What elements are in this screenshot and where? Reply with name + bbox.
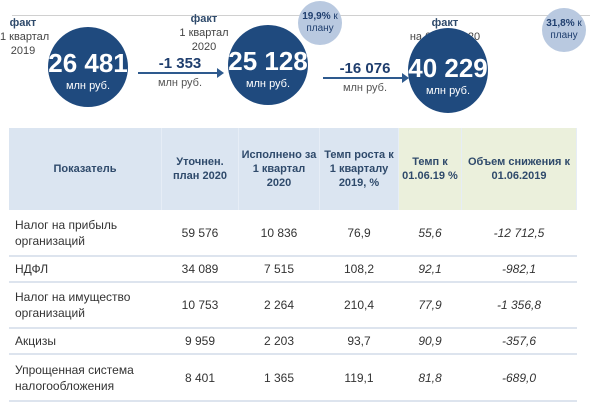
plan-badge-2: 31,8% к плану — [542, 8, 586, 52]
fact-2019-unit: млн руб. — [65, 80, 111, 92]
cell-value: 210,4 — [319, 282, 399, 329]
fact-2020jun-unit: млн руб. — [425, 85, 471, 97]
cell-value: 119,1 — [319, 354, 399, 402]
cell-value: 10 836 — [238, 210, 320, 257]
cell-value: 2 203 — [238, 328, 320, 355]
cell-value: 81,8 — [398, 354, 462, 402]
fact-2019-value: 26 481 — [48, 48, 128, 78]
cell-value: 108,2 — [319, 256, 399, 283]
cell-value: 93,7 — [319, 328, 399, 355]
cell-value: 2 264 — [238, 282, 320, 329]
col-header: Темп к 01.06.19 % — [398, 128, 462, 210]
col-header: Темп роста к 1 кварталу 2019, % — [319, 128, 399, 210]
fact-2020q1-value: 25 128 — [228, 46, 308, 76]
col-header: Показатель — [9, 128, 162, 210]
cell-value: -982,1 — [461, 256, 577, 283]
cell-value: -357,6 — [461, 328, 577, 355]
cell-value: 9 959 — [161, 328, 239, 355]
col-header: Исполнено за 1 квартал 2020 — [238, 128, 320, 210]
col-header: Уточнен. план 2020 — [161, 128, 239, 210]
col-header: Объем снижения к 01.06.2019 — [461, 128, 577, 210]
cell-value: 92,1 — [398, 256, 462, 283]
table-row: Акцизы 9 959 2 203 93,7 90,9 -357,6 — [9, 328, 577, 355]
cell-value: 55,6 — [398, 210, 462, 257]
fact-2020q1-label: факт 1 квартал 2020 — [179, 13, 229, 53]
table-row: Налог на прибыль организаций 59 576 10 836… — [9, 210, 577, 257]
fact-2020jun-circle: 40 229 млн руб. — [408, 28, 488, 113]
delta-1-unit: млн руб. — [157, 77, 203, 89]
cell-value: 1 365 — [238, 354, 320, 402]
row-label: Налог на прибыль организаций — [9, 210, 162, 257]
row-label: Акцизы — [9, 328, 162, 355]
row-label: НДФЛ — [9, 256, 162, 283]
tax-table: Показатель Уточнен. план 2020 Исполнено … — [9, 128, 577, 402]
table-row: Налог на имущество организаций 10 753 2 26… — [9, 282, 577, 329]
delta-1-value: -1 353 — [158, 55, 202, 72]
cell-value: 90,9 — [398, 328, 462, 355]
cell-value: 34 089 — [161, 256, 239, 283]
fact-2020jun-value: 40 229 — [408, 53, 488, 83]
cell-value: 10 753 — [161, 282, 239, 329]
cell-value: -12 712,5 — [461, 210, 577, 257]
cell-value: 7 515 — [238, 256, 320, 283]
table-row: НДФЛ 34 089 7 515 108,2 92,1 -982,1 — [9, 256, 577, 283]
table-header: Показатель Уточнен. план 2020 Исполнено … — [9, 128, 577, 210]
cell-value: 76,9 — [319, 210, 399, 257]
row-label: Налог на имущество организаций — [9, 282, 162, 329]
delta-2-value: -16 076 — [339, 60, 391, 77]
row-label: Упрощенная система налогообложения — [9, 354, 162, 402]
cell-value: 8 401 — [161, 354, 239, 402]
table-row: Упрощенная система налогообложения 8 401 1… — [9, 354, 577, 402]
fact-2020q1-circle: 25 128 млн руб. — [228, 25, 308, 105]
fact-2020q1-unit: млн руб. — [245, 78, 291, 90]
arrow-right-icon — [138, 68, 224, 78]
fact-2019-label: факт 1 квартал 2019 — [0, 17, 50, 57]
fact-2019-circle: 26 481 млн руб. — [48, 27, 128, 107]
cell-value: 77,9 — [398, 282, 462, 329]
cell-value: -1 356,8 — [461, 282, 577, 329]
delta-2-unit: млн руб. — [342, 82, 388, 94]
cell-value: 59 576 — [161, 210, 239, 257]
arrow-right-icon — [323, 73, 409, 83]
plan-badge-1: 19,9% к плану — [298, 1, 342, 45]
cell-value: -689,0 — [461, 354, 577, 402]
